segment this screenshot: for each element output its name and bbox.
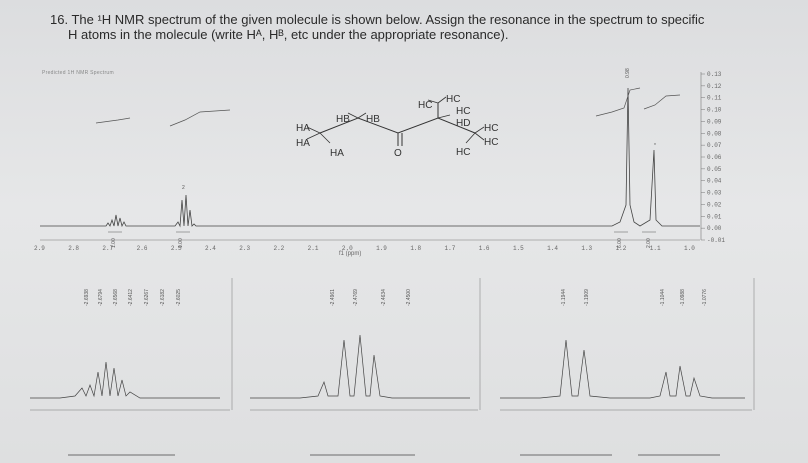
- y-tick-label: 0.05: [707, 166, 722, 173]
- x-tick-label: 2.1: [308, 245, 319, 252]
- x-tick-label: 1.9: [376, 245, 387, 252]
- integral-curve-1: [95, 117, 131, 124]
- zoom2-peak-1: -2.4961: [330, 289, 336, 306]
- x-tick-label: 1.7: [445, 245, 456, 252]
- mol-label-hb2: HB: [366, 114, 380, 125]
- zoom3-peak-2: -1.1909: [584, 289, 590, 306]
- x-tick-label: 2.7: [102, 245, 113, 252]
- zoom1-peak-2: -2.6794: [98, 289, 104, 306]
- molecule-structure: HB HB HA HA HA HC HC HC HD HC HC HC O: [296, 94, 498, 159]
- mol-label-hc4: HC: [484, 123, 498, 134]
- integral-curve-4: [643, 94, 681, 110]
- zoom1-peak-6: -2.6182: [160, 289, 166, 306]
- mol-label-ha1: HA: [296, 123, 310, 134]
- main-spectrum: 0.98 2 * 1.00 1.00 6.00 2.00: [40, 68, 700, 248]
- zoom3-peak-3: -1.1044: [660, 289, 666, 306]
- question-line-2: H atoms in the molecule (write Hᴬ, Hᴮ, e…: [68, 27, 509, 42]
- x-tick-label: 2.0: [342, 245, 353, 252]
- integral-curve-3: [595, 87, 641, 117]
- y-tick-label: 0.03: [707, 190, 722, 197]
- spectrum-trace: [40, 87, 700, 228]
- y-tick-label: -0.01: [707, 237, 725, 244]
- mol-label-hc1: HC: [418, 100, 432, 111]
- zoom3-peak-1: -1.1944: [561, 289, 567, 306]
- x-tick-label: 1.0: [684, 245, 695, 252]
- zoom1-peak-4: -2.6412: [128, 289, 134, 306]
- mol-label-hc6: HC: [484, 137, 498, 148]
- x-tick-label: 2.2: [273, 245, 284, 252]
- y-tick-label: 0.09: [707, 118, 722, 125]
- zoom3-peak-4: -1.0988: [680, 289, 686, 306]
- integral-label-3: 6.00: [617, 238, 623, 248]
- integral-label-1: 1.00: [111, 238, 117, 248]
- y-tick-label: 0.13: [707, 71, 722, 78]
- x-tick-label: 1.5: [513, 245, 524, 252]
- integral-label-4: 2.00: [646, 238, 652, 248]
- x-tick-label: 1.6: [479, 245, 490, 252]
- mol-label-ha2: HA: [296, 138, 310, 149]
- y-axis: 0.13 0.12 0.11 0.10 0.09 0.08 0.07 0.06 0.05 0.04…: [700, 71, 725, 244]
- x-tick-label: 2.4: [205, 245, 216, 252]
- y-tick-label: 0.08: [707, 130, 722, 137]
- small-label-2: 2: [182, 185, 185, 191]
- integral-curve-2: [169, 109, 231, 127]
- x-tick-label: 2.8: [68, 245, 79, 252]
- zoom2-peak-2: -2.4769: [353, 289, 359, 306]
- zoom2-peak-3: -2.4634: [381, 289, 387, 306]
- y-tick-label: 0.00: [707, 225, 722, 232]
- zoom-panel-2: -2.4961 -2.4769 -2.4634 -2.4500: [250, 278, 481, 411]
- x-tick-label: 1.8: [410, 245, 421, 252]
- question-line-1: 16. The ¹H NMR spectrum of the given mol…: [50, 12, 705, 27]
- mol-label-hb1: HB: [336, 114, 350, 125]
- mol-label-ha3: HA: [330, 148, 344, 159]
- question-text: 16. The ¹H NMR spectrum of the given mol…: [50, 12, 800, 42]
- mol-label-hc2: HC: [446, 94, 460, 105]
- y-tick-label: 0.10: [707, 107, 722, 114]
- x-tick-label: 2.6: [137, 245, 148, 252]
- zoom1-peak-7: -2.6025: [176, 289, 182, 306]
- x-tick-label: 1.1: [650, 245, 661, 252]
- x-tick-label: 1.4: [547, 245, 558, 252]
- x-axis: 2.9 2.8 2.7 2.6 2.5 2.4 2.3 2.2 2.1 2.0 1.9 1.8 1.7 1…: [34, 239, 700, 252]
- top-peak-label: 0.98: [625, 68, 631, 78]
- x-tick-label: 1.3: [581, 245, 592, 252]
- x-tick-label: 2.3: [239, 245, 250, 252]
- x-axis-label: f1 (ppm): [339, 251, 362, 257]
- y-tick-label: 0.11: [707, 95, 722, 102]
- y-tick-label: 0.07: [707, 142, 722, 149]
- x-tick-label: 1.2: [616, 245, 627, 252]
- mol-label-hd: HD: [456, 118, 470, 129]
- integral-label-2: 1.00: [178, 238, 184, 248]
- zoom-panel-1: -2.6938 -2.6794 -2.6568 -2.6412 -2.6267 …: [30, 278, 233, 411]
- small-label-star: *: [654, 143, 656, 149]
- mol-label-hc3: HC: [456, 106, 470, 117]
- zoom2-peak-4: -2.4500: [406, 289, 412, 306]
- spectrum-header: Predicted 1H NMR Spectrum: [42, 70, 114, 76]
- mol-label-oxygen: O: [394, 148, 402, 159]
- zoom1-peak-1: -2.6938: [84, 289, 90, 306]
- zoom-panel-3: -1.1944 -1.1909 -1.1044 -1.0988 -1.0776: [500, 278, 755, 411]
- y-tick-label: 0.12: [707, 83, 722, 90]
- y-tick-label: 0.02: [707, 201, 722, 208]
- zoom3-peak-5: -1.0776: [702, 289, 708, 306]
- zoom1-peak-5: -2.6267: [144, 289, 150, 306]
- y-tick-label: 0.06: [707, 154, 722, 161]
- zoom1-peak-3: -2.6568: [113, 289, 119, 306]
- y-tick-label: 0.01: [707, 213, 722, 220]
- mol-label-hc5: HC: [456, 147, 470, 158]
- x-tick-label: 2.9: [34, 245, 45, 252]
- x-tick-label: 2.5: [171, 245, 182, 252]
- y-tick-label: 0.04: [707, 178, 722, 185]
